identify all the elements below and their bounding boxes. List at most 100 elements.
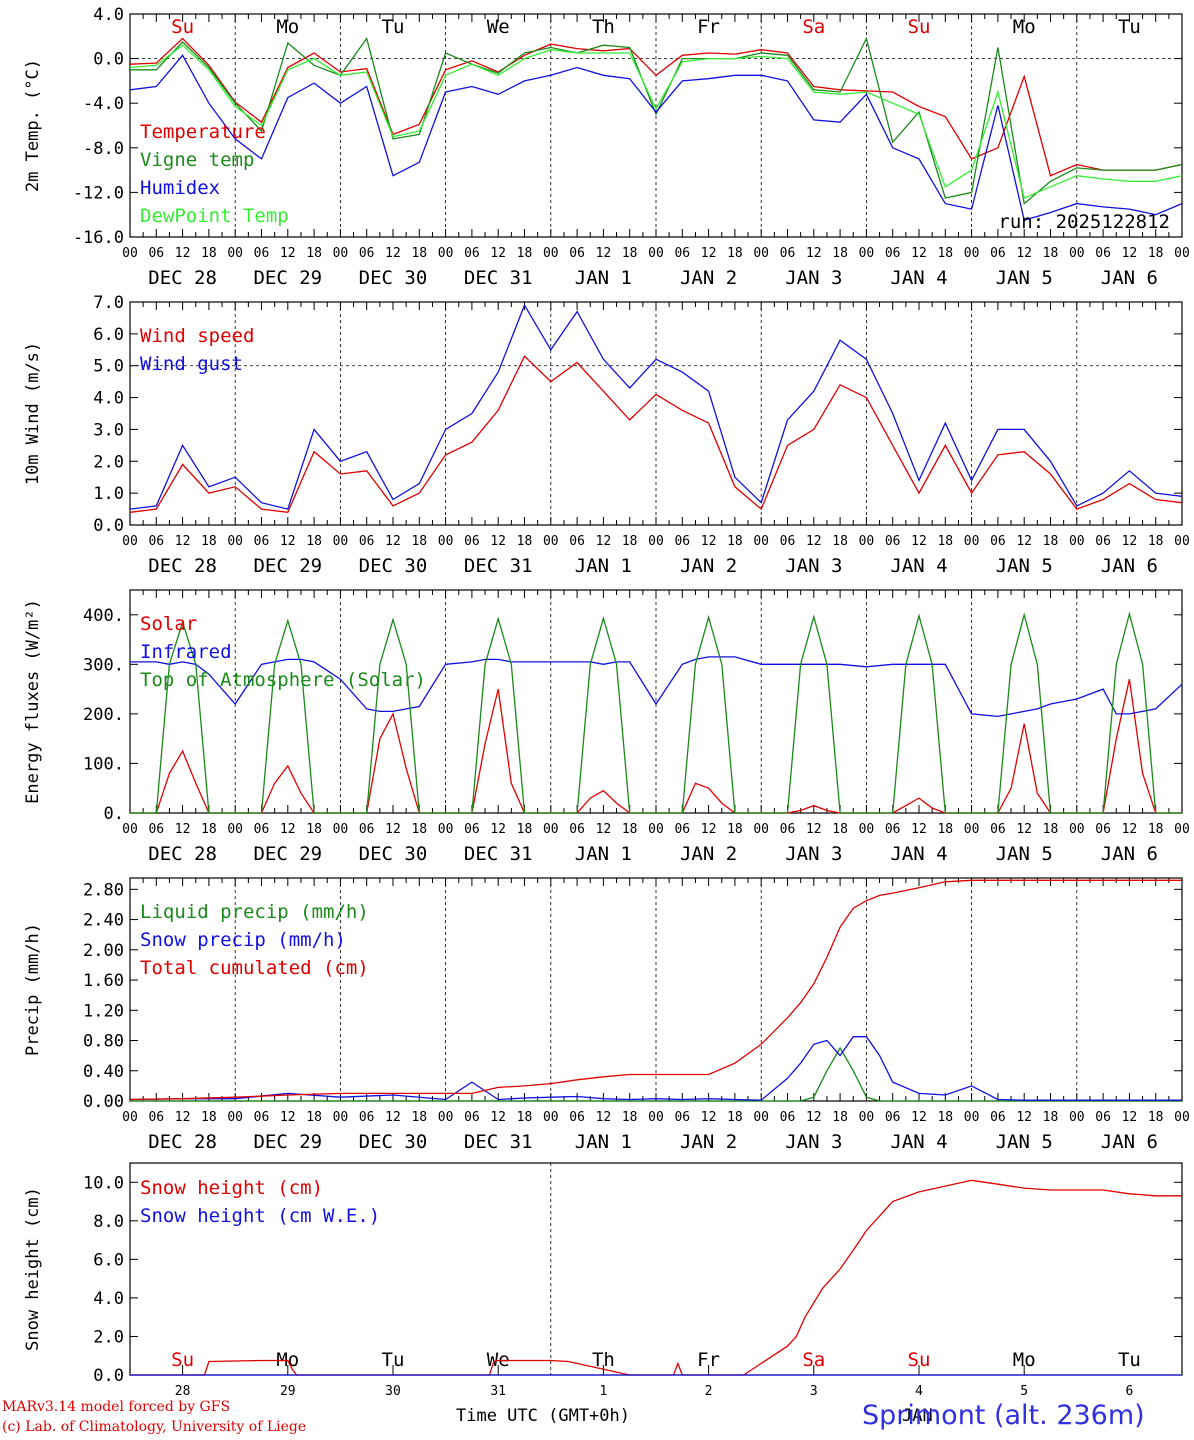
x-hour-label: 06 bbox=[569, 1110, 585, 1125]
x-date-label: JAN 5 bbox=[996, 843, 1053, 865]
x-hour-label: 18 bbox=[622, 1110, 638, 1125]
y-tick-label: -12.0 bbox=[73, 183, 124, 203]
x-hour-label: 18 bbox=[1148, 1110, 1164, 1125]
x-date-label: DEC 31 bbox=[464, 555, 533, 577]
x-hour-label: 00 bbox=[964, 534, 980, 549]
x-hour-label: 06 bbox=[148, 1110, 164, 1125]
x-hour-label: 18 bbox=[1148, 822, 1164, 837]
x-hour-label: 18 bbox=[306, 246, 322, 261]
x-hour-label: 18 bbox=[1148, 534, 1164, 549]
x-day-number: 3 bbox=[810, 1384, 818, 1399]
x-date-label: DEC 28 bbox=[148, 843, 217, 865]
x-hour-label: 18 bbox=[306, 1110, 322, 1125]
x-hour-label: 12 bbox=[280, 1110, 296, 1125]
y-tick-label: -8.0 bbox=[83, 139, 124, 159]
x-day-number: 1 bbox=[599, 1384, 607, 1399]
x-hour-label: 12 bbox=[1016, 1110, 1032, 1125]
x-date-label: DEC 28 bbox=[148, 1131, 217, 1153]
x-hour-label: 00 bbox=[859, 534, 875, 549]
x-date-label: DEC 28 bbox=[148, 267, 217, 289]
x-hour-label: 18 bbox=[1148, 246, 1164, 261]
x-hour-label: 06 bbox=[359, 246, 375, 261]
x-hour-label: 00 bbox=[438, 246, 454, 261]
day-name-label: Fr bbox=[697, 1349, 720, 1371]
x-hour-label: 18 bbox=[1043, 1110, 1059, 1125]
legend-entry: Liquid precip (mm/h) bbox=[140, 901, 369, 923]
x-hour-label: 00 bbox=[122, 246, 138, 261]
y-tick-label: 10.0 bbox=[83, 1173, 124, 1193]
x-hour-label: 18 bbox=[411, 534, 427, 549]
x-hour-label: 06 bbox=[359, 822, 375, 837]
y-tick-label: 6.0 bbox=[93, 325, 124, 345]
y-tick-label: 2.00 bbox=[83, 941, 124, 961]
x-hour-label: 18 bbox=[201, 534, 217, 549]
x-date-label: JAN 2 bbox=[680, 555, 737, 577]
x-hour-label: 18 bbox=[727, 246, 743, 261]
y-tick-label: 200. bbox=[83, 705, 124, 725]
x-hour-label: 00 bbox=[859, 1110, 875, 1125]
x-hour-label: 00 bbox=[543, 822, 559, 837]
y-axis-label: 10m Wind (m/s) bbox=[23, 342, 43, 485]
x-date-label: JAN 4 bbox=[890, 1131, 947, 1153]
day-name-label: Mo bbox=[1013, 16, 1036, 38]
x-hour-label: 18 bbox=[937, 534, 953, 549]
x-date-label: JAN 6 bbox=[1101, 555, 1158, 577]
legend-entry: Vigne temp bbox=[140, 149, 254, 171]
day-name-label: Su bbox=[171, 1349, 194, 1371]
month-label: JAN bbox=[902, 1406, 933, 1426]
panel-4: 2.80 2.40 2.00 1.60 1.20 0.80 0.40 0.00 Precip (… bbox=[23, 877, 1190, 1153]
x-hour-label: 18 bbox=[937, 1110, 953, 1125]
x-hour-label: 00 bbox=[543, 534, 559, 549]
legend-entry: DewPoint Temp bbox=[140, 205, 289, 227]
x-date-label: JAN 6 bbox=[1101, 1131, 1158, 1153]
x-hour-label: 00 bbox=[1069, 246, 1085, 261]
x-hour-label: 18 bbox=[937, 246, 953, 261]
y-axis-label: Energy fluxes (W/m²) bbox=[23, 599, 43, 804]
x-hour-label: 18 bbox=[517, 822, 533, 837]
x-hour-label: 12 bbox=[701, 1110, 717, 1125]
x-hour-label: 12 bbox=[490, 822, 506, 837]
x-date-label: JAN 1 bbox=[575, 267, 632, 289]
x-date-label: JAN 3 bbox=[785, 555, 842, 577]
x-date-label: JAN 1 bbox=[575, 843, 632, 865]
x-hour-label: 06 bbox=[885, 822, 901, 837]
y-tick-label: 5.0 bbox=[93, 357, 124, 377]
legend-entry: Temperature bbox=[140, 121, 266, 143]
legend-entry: Snow precip (mm/h) bbox=[140, 929, 346, 951]
series-line bbox=[129, 44, 1183, 199]
x-hour-label: 12 bbox=[806, 246, 822, 261]
x-date-label: DEC 28 bbox=[148, 555, 217, 577]
legend-entry: Infrared bbox=[140, 641, 232, 663]
panel-1: 4.0 0.0 -4.0 -8.0 -12.0 -16.0 2m Temp. (°C) 00 0… bbox=[23, 5, 1190, 289]
day-name-label: Su bbox=[908, 16, 931, 38]
x-hour-label: 18 bbox=[832, 822, 848, 837]
x-hour-label: 06 bbox=[674, 246, 690, 261]
x-hour-label: 06 bbox=[780, 534, 796, 549]
x-hour-label: 12 bbox=[596, 1110, 612, 1125]
x-hour-label: 18 bbox=[411, 822, 427, 837]
x-hour-label: 00 bbox=[964, 1110, 980, 1125]
x-hour-label: 00 bbox=[648, 1110, 664, 1125]
x-hour-label: 18 bbox=[517, 534, 533, 549]
legend-entry: Snow height (cm) bbox=[140, 1177, 323, 1199]
x-hour-label: 00 bbox=[1174, 822, 1190, 837]
x-date-label: JAN 4 bbox=[890, 843, 947, 865]
x-hour-label: 12 bbox=[280, 534, 296, 549]
x-hour-label: 12 bbox=[490, 246, 506, 261]
x-date-label: JAN 2 bbox=[680, 843, 737, 865]
day-name-label: Fr bbox=[697, 16, 720, 38]
x-hour-label: 00 bbox=[438, 822, 454, 837]
x-date-label: DEC 30 bbox=[359, 843, 428, 865]
x-day-number: 2 bbox=[705, 1384, 713, 1399]
x-date-label: DEC 31 bbox=[464, 267, 533, 289]
x-date-label: DEC 29 bbox=[253, 267, 322, 289]
x-hour-label: 00 bbox=[1069, 822, 1085, 837]
x-day-number: 28 bbox=[175, 1384, 191, 1399]
x-date-label: DEC 29 bbox=[253, 843, 322, 865]
x-date-label: DEC 29 bbox=[253, 1131, 322, 1153]
x-day-number: 31 bbox=[490, 1384, 506, 1399]
x-hour-label: 12 bbox=[1122, 822, 1138, 837]
series-line bbox=[130, 611, 1182, 814]
x-hour-label: 06 bbox=[148, 246, 164, 261]
x-hour-label: 06 bbox=[885, 1110, 901, 1125]
